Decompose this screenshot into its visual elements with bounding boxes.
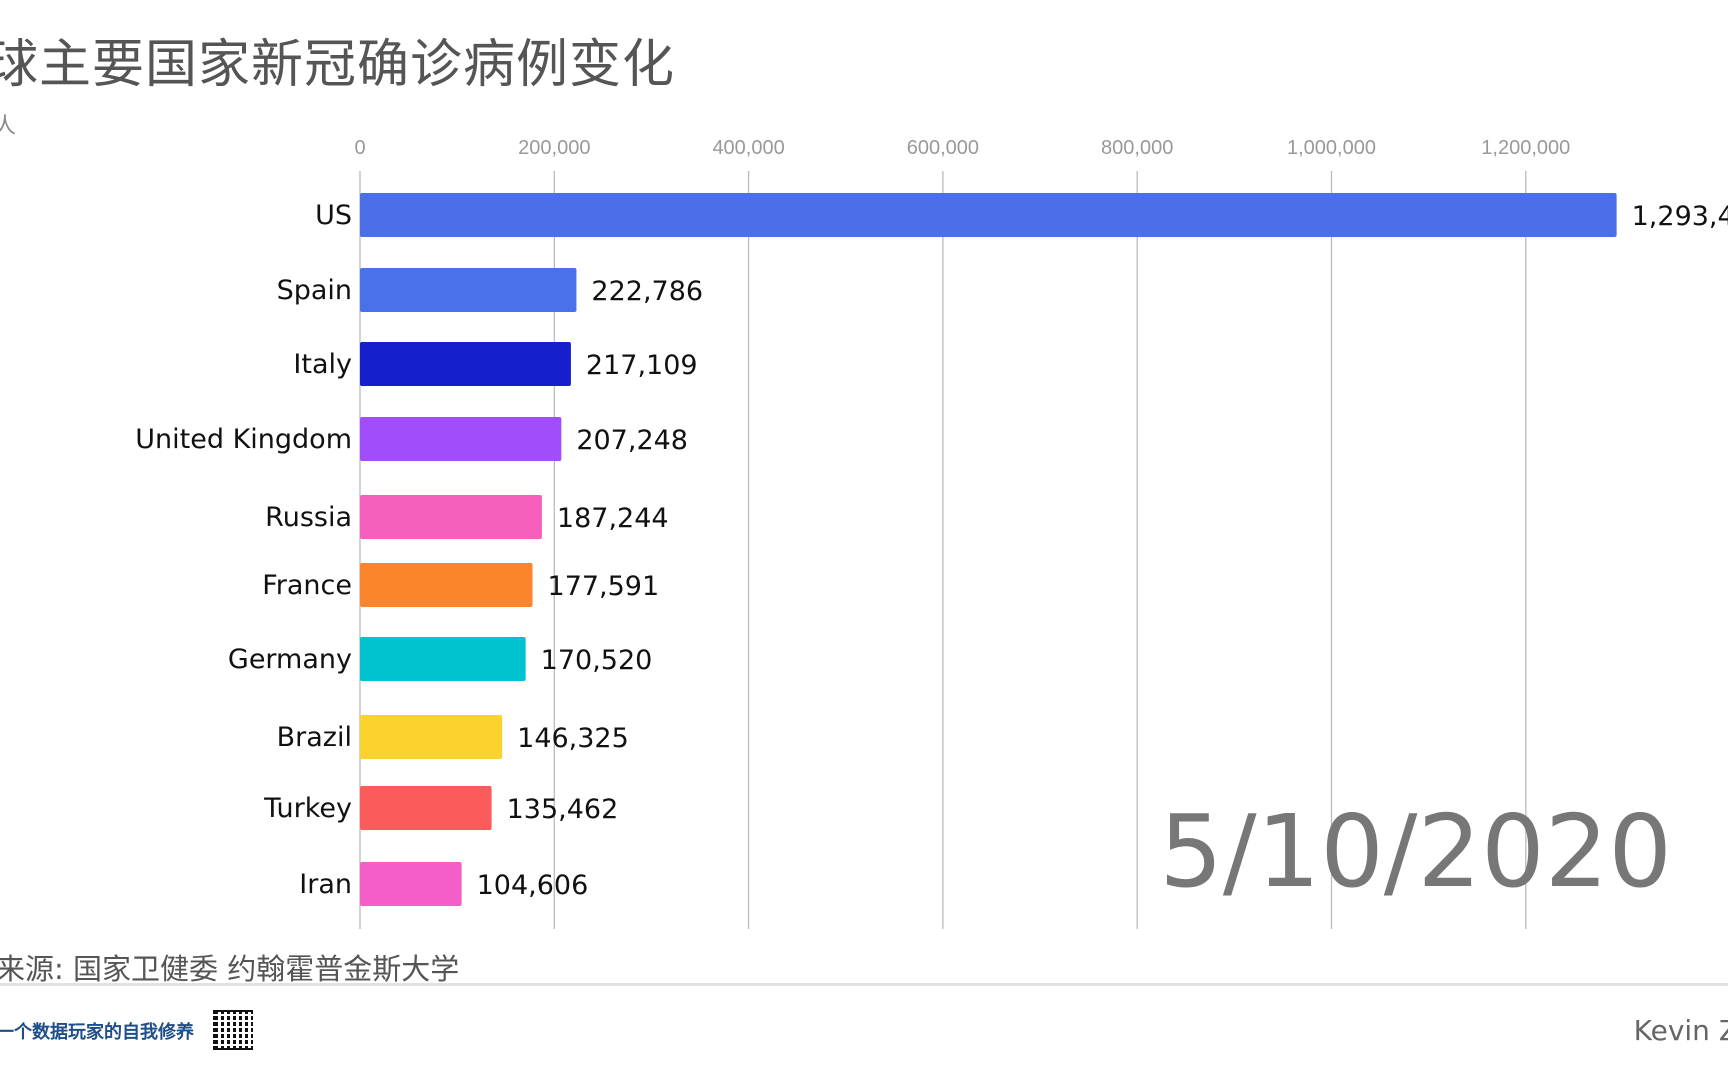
value-label: 135,462 (507, 794, 619, 825)
footer-divider (0, 983, 1728, 986)
x-tick-label: 200,000 (518, 137, 590, 159)
bar-spain (360, 268, 577, 312)
category-label: Germany (228, 644, 352, 675)
category-label: US (315, 200, 352, 231)
x-tick-label: 600,000 (907, 137, 979, 159)
category-label: Brazil (277, 722, 352, 753)
bar-us (360, 193, 1617, 237)
x-tick-label: 800,000 (1101, 137, 1173, 159)
bar-united-kingdom (360, 417, 562, 461)
category-label: Italy (293, 349, 352, 380)
value-label: 1,293,49 (1632, 201, 1728, 232)
category-label: Spain (277, 275, 352, 306)
value-label: 217,109 (586, 350, 698, 381)
bar-iran (360, 862, 462, 906)
bar-russia (360, 495, 542, 539)
x-tick-label: 1,000,000 (1287, 137, 1376, 159)
category-label: Iran (299, 869, 352, 900)
x-tick-label: 400,000 (712, 137, 784, 159)
value-label: 207,248 (576, 425, 688, 456)
value-label: 177,591 (548, 571, 660, 602)
brand-label: 一个数据玩家的自我修养 (0, 1022, 194, 1043)
value-label: 187,244 (557, 503, 669, 534)
source-note: 来源: 国家卫健委 约翰霍普金斯大学 (0, 952, 460, 986)
qr-code-icon (213, 1010, 253, 1050)
unit-label: 人 (0, 114, 17, 139)
category-label: Turkey (263, 793, 352, 824)
bar-italy (360, 342, 571, 386)
x-axis-ticks: 0 200,000 400,000 600,000 800,000 1,000,000 1,… (354, 137, 1570, 159)
value-label: 222,786 (591, 276, 703, 307)
chart-title: 球主要国家新冠确诊病例变化 (0, 35, 676, 95)
x-tick-label: 0 (354, 137, 365, 159)
category-label: France (262, 570, 352, 601)
bar-germany (360, 637, 526, 681)
date-label: 5/10/2020 (1159, 793, 1672, 910)
bar-turkey (360, 786, 492, 830)
author-label: Kevin Z (1633, 1014, 1728, 1047)
bar-france (360, 563, 533, 607)
x-tick-label: 1,200,000 (1481, 137, 1570, 159)
category-label: United Kingdom (135, 424, 352, 455)
bars: US 1,293,49 Spain 222,786 Italy 217,109 United… (135, 193, 1728, 906)
category-label: Russia (265, 502, 352, 533)
value-label: 170,520 (541, 645, 653, 676)
value-label: 104,606 (477, 870, 589, 901)
bar-brazil (360, 715, 503, 759)
value-label: 146,325 (517, 723, 629, 754)
